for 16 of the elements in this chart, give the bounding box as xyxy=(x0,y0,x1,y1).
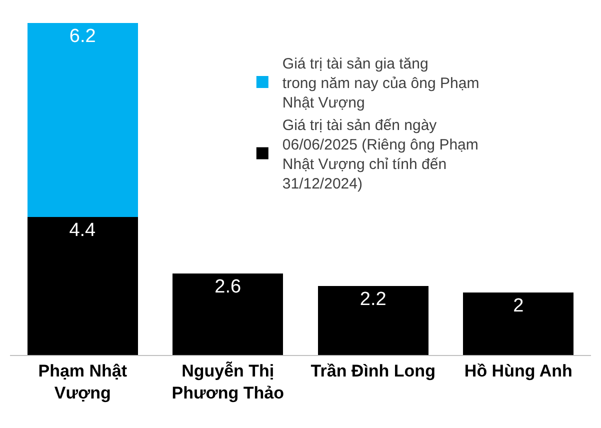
x-tick-label: Trần Đình Long xyxy=(310,361,436,380)
legend-label: Giá trị tài sản gia tăng trong năm nay của ông Phạm Nhật Vượng xyxy=(282,55,480,112)
data-label: 6.2 xyxy=(69,26,96,47)
bar xyxy=(27,23,138,218)
data-label: 2 xyxy=(513,295,524,316)
bar xyxy=(27,217,138,355)
x-tick-label: Nguyễn Thị Phương Thảo xyxy=(172,361,284,402)
bar xyxy=(172,274,284,355)
x-tick-label: Hồ Hùng Anh xyxy=(464,361,572,380)
data-label: 2.2 xyxy=(360,289,386,310)
data-label: 4.4 xyxy=(69,220,96,242)
bar xyxy=(463,292,574,355)
legend-label: Giá trị tài sản đến ngày 06/06/2025 (Riêng ông Phạm Nhật Vượng chỉ tính đến 31/12/2024) xyxy=(282,116,478,192)
x-tick-label: Phạm Nhật Vượng xyxy=(38,361,128,402)
bar xyxy=(318,286,428,355)
data-label: 2.6 xyxy=(214,276,242,298)
